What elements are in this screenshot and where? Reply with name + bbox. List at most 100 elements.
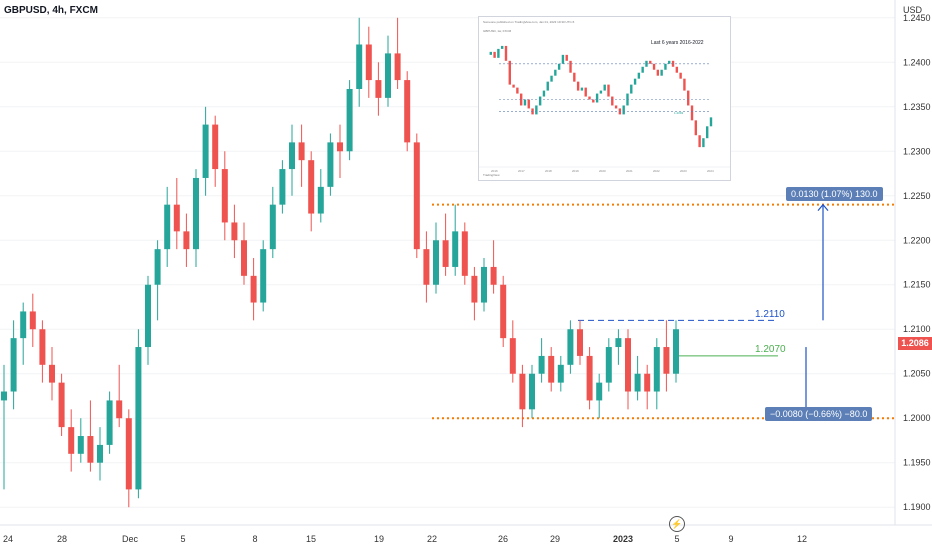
candle-body: [241, 240, 247, 276]
candle-body: [68, 427, 75, 454]
inset-candle: [709, 117, 713, 127]
candle-body: [356, 44, 363, 89]
candle-body: [183, 231, 190, 250]
candle-body: [10, 338, 17, 392]
x-tick-label: 28: [57, 534, 67, 544]
candle-body: [77, 436, 84, 454]
candle-body: [577, 329, 583, 356]
candle-body: [586, 355, 593, 401]
inset-candle: [599, 90, 603, 94]
candlestick-series: [1, 17, 679, 508]
inset-candle: [565, 54, 568, 61]
candle-body: [673, 329, 679, 374]
inset-candle: [538, 96, 542, 106]
inset-candle: [706, 126, 709, 139]
x-tick-label: 15: [306, 534, 316, 544]
inset-title: Last 6 years 2016-2022: [651, 40, 704, 46]
y-tick-label: 1.2250: [903, 191, 931, 201]
x-tick-label: 5: [674, 534, 679, 544]
inset-candle: [493, 51, 496, 58]
inset-candle: [603, 84, 606, 91]
inset-candle: [633, 78, 637, 85]
measure-down-badge: −0.0080 (−0.66%) −80.0: [765, 407, 873, 421]
candle-body: [327, 142, 334, 187]
candle-body: [653, 347, 660, 392]
inset-candle: [671, 60, 675, 67]
inset-candle: [641, 66, 644, 73]
candle-body: [106, 400, 113, 445]
y-tick-label: 1.2200: [903, 235, 931, 245]
candle-body: [615, 338, 622, 348]
candle-body: [442, 240, 449, 267]
inset-candle: [584, 87, 587, 97]
inset-candle: [652, 63, 656, 70]
candle-body: [461, 231, 468, 276]
candle-body: [413, 142, 420, 250]
bolt-icon[interactable]: ⚡: [669, 516, 685, 532]
currency-label: USD: [903, 5, 923, 15]
inset-candle: [550, 75, 553, 82]
candle-body: [39, 329, 46, 365]
inset-candle: [489, 51, 492, 55]
mid-level-label: 1.2070: [755, 344, 786, 355]
candle-body: [529, 373, 535, 410]
candle-body: [164, 204, 171, 250]
candle-body: [202, 124, 209, 178]
measure-up-badge: 0.0130 (1.07%) 130.0: [786, 187, 883, 201]
inset-candle: [622, 105, 625, 115]
x-tick-label: 8: [252, 534, 257, 544]
inset-candle: [561, 54, 565, 64]
x-tick-label: 5: [180, 534, 185, 544]
measure-arrows: [800, 203, 829, 420]
current-price-tag: 1.2086: [898, 337, 932, 350]
x-tick-label: 22: [427, 534, 437, 544]
y-tick-label: 1.2150: [903, 280, 931, 290]
candle-body: [154, 249, 161, 285]
inset-candle: [512, 84, 515, 88]
candle-body: [58, 382, 65, 428]
inset-candle: [702, 138, 705, 148]
candle-body: [1, 391, 7, 401]
x-tick-label: 24: [3, 534, 13, 544]
candle-body: [557, 364, 564, 383]
inset-candle: [592, 99, 595, 103]
candle-body: [29, 311, 36, 330]
y-tick-label: 1.1900: [903, 502, 931, 512]
inset-candle: [660, 69, 663, 76]
inset-candle: [504, 45, 508, 61]
candle-body: [404, 80, 411, 143]
candle-body: [471, 275, 478, 303]
candle-body: [97, 444, 103, 463]
candle-body: [116, 400, 123, 419]
candle-body: [567, 329, 574, 365]
inset-candle: [573, 72, 576, 82]
inset-candle: [588, 96, 591, 100]
candle-body: [375, 80, 382, 98]
inset-symbol-line: GBPUSD, 1w, FXCM: [483, 29, 512, 33]
candle-body: [337, 142, 343, 152]
inset-chart-image: Someone published on TradingView.com, Ja…: [478, 16, 731, 181]
candle-body: [509, 338, 516, 374]
inset-x-label: 2022: [653, 169, 660, 173]
candle-body: [519, 373, 526, 410]
inset-candle: [664, 63, 667, 70]
y-tick-label: 1.1950: [903, 458, 931, 468]
inset-footer: TradingView: [483, 173, 500, 177]
inset-candle: [645, 60, 648, 67]
inset-candle: [580, 87, 584, 91]
x-tick-label: Dec: [122, 534, 139, 544]
candle-body: [634, 373, 641, 392]
y-tick-label: 1.2450: [903, 13, 931, 23]
candle-body: [279, 169, 286, 205]
candle-body: [394, 53, 401, 81]
inset-candle: [516, 87, 519, 94]
inset-candle: [569, 60, 572, 73]
inset-candle: [614, 105, 618, 109]
inset-candle: [611, 96, 614, 106]
candle-body: [317, 186, 324, 214]
candle-body: [173, 204, 180, 232]
y-tick-label: 1.2300: [903, 146, 931, 156]
inset-candle: [554, 69, 557, 76]
candle-body: [231, 222, 238, 241]
